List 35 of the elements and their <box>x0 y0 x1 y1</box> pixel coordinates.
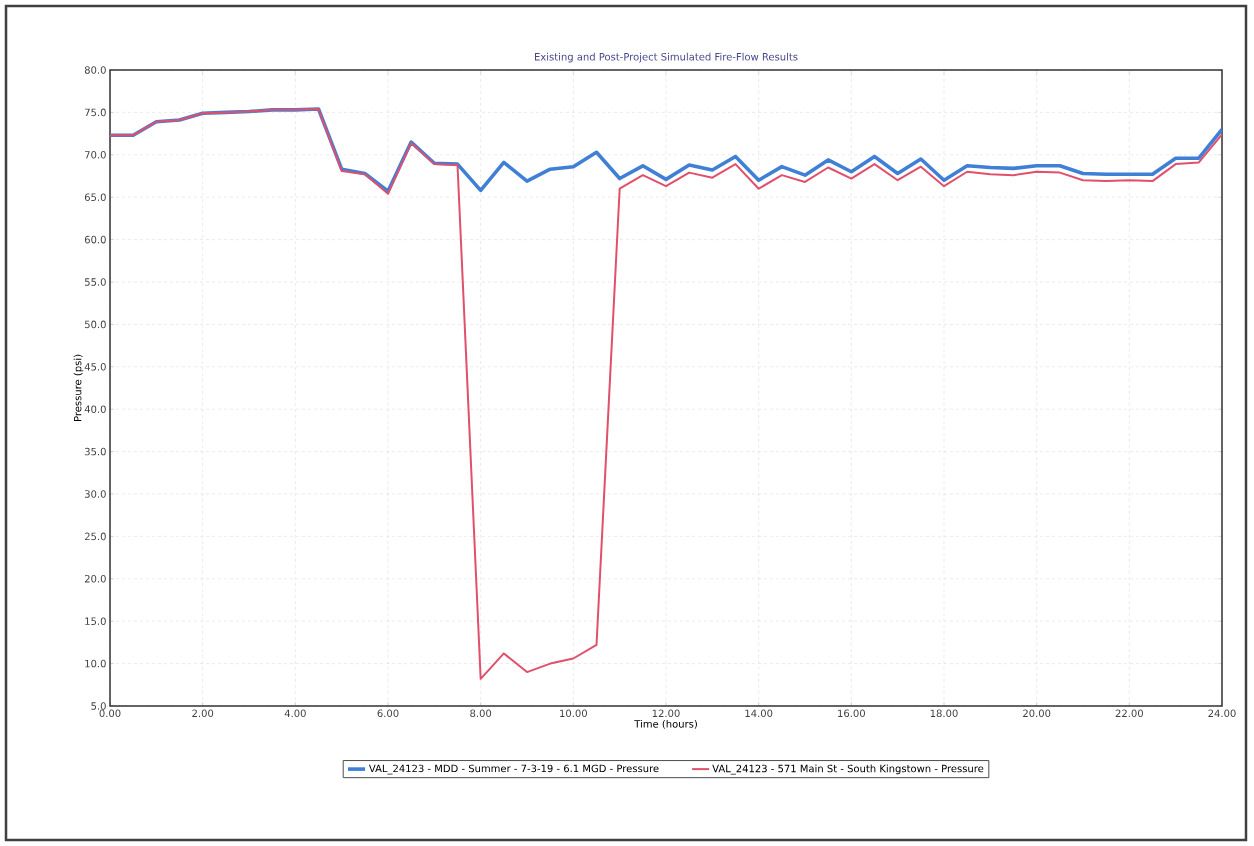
x-tick-label: 18.00 <box>930 709 958 718</box>
y-tick-label: 80.0 <box>84 66 106 74</box>
legend-label: VAL_24123 - MDD - Summer - 7-3-19 - 6.1 MGD - Pressure <box>368 764 659 775</box>
x-tick-label: 2.00 <box>192 709 214 718</box>
y-tick-label: 20.0 <box>84 574 106 583</box>
y-tick-label: 60.0 <box>84 235 106 244</box>
y-axis-title: Pressure (psi) <box>73 354 84 422</box>
x-tick-label: 10.00 <box>560 709 587 718</box>
y-tick-label: 5.0 <box>91 702 106 710</box>
y-tick-label: 45.0 <box>84 363 106 371</box>
x-tick-label: 20.00 <box>1023 709 1051 718</box>
y-tick-label: 30.0 <box>84 490 106 498</box>
y-tick-label: 15.0 <box>85 617 106 625</box>
chart-title: Existing and Post-Project Simulated Fire-Flow Results <box>535 52 798 63</box>
y-tick-label: 50.0 <box>84 320 106 329</box>
y-tick-label: 55.0 <box>84 278 106 286</box>
x-tick-label: 24.00 <box>1208 709 1236 718</box>
y-tick-label: 35.0 <box>84 447 106 456</box>
y-tick-label: 70.0 <box>85 151 106 159</box>
x-tick-label: 12.00 <box>652 709 680 718</box>
y-tick-label: 25.0 <box>84 532 106 541</box>
y-tick-label: 65.0 <box>84 193 106 201</box>
y-tick-label: 40.0 <box>84 405 106 413</box>
legend-label: VAL_24123 - 571 Main St - South Kingstown - Pressure <box>712 764 984 775</box>
x-tick-label: 22.00 <box>1115 709 1143 718</box>
y-tick-label: 75.0 <box>85 108 106 117</box>
x-tick-label: 4.00 <box>284 709 306 718</box>
x-tick-label: 14.00 <box>745 709 773 718</box>
x-tick-label: 16.00 <box>838 709 865 718</box>
x-tick-label: 8.00 <box>470 709 492 718</box>
line-series <box>110 108 1222 680</box>
x-axis-title: Time (hours) <box>634 719 697 729</box>
x-tick-label: 0.00 <box>99 709 121 718</box>
x-tick-label: 6.00 <box>377 709 399 718</box>
y-tick-label: 10.0 <box>85 659 106 668</box>
